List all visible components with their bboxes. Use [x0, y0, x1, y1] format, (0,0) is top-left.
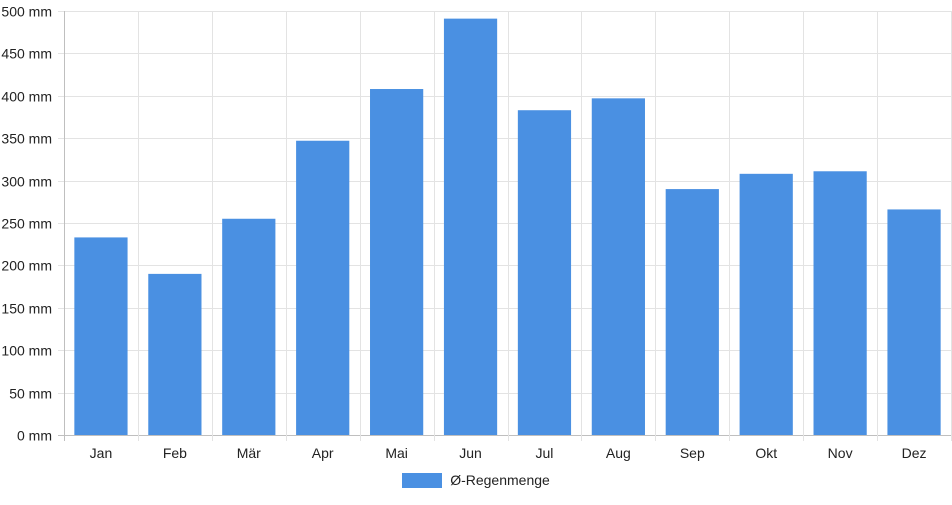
x-tick-label: Jan: [90, 445, 113, 461]
y-tick-label: 0 mm: [17, 428, 52, 444]
y-tick-label: 450 mm: [1, 46, 52, 62]
bar-jan: [74, 237, 128, 435]
y-tick-label: 400 mm: [1, 89, 52, 105]
x-tick-label: Jul: [536, 445, 554, 461]
bar-okt: [739, 173, 793, 436]
x-tick-label: Apr: [312, 445, 334, 461]
y-tick-label: 200 mm: [1, 258, 52, 274]
y-tick-label: 250 mm: [1, 216, 52, 232]
x-tick-label: Nov: [828, 445, 853, 461]
y-tick-label: 100 mm: [1, 343, 52, 359]
legend-label: Ø-Regenmenge: [450, 472, 550, 488]
bar-aug: [591, 98, 645, 436]
bar-dez: [887, 209, 941, 435]
x-tick-label: Okt: [755, 445, 777, 461]
bar-feb: [148, 273, 202, 435]
chart-legend: Ø-Regenmenge: [0, 472, 952, 488]
bar-nov: [813, 171, 867, 435]
x-tick-label: Feb: [163, 445, 187, 461]
bar-apr: [296, 140, 350, 435]
x-tick-label: Mär: [237, 445, 261, 461]
bar-mai: [370, 89, 424, 436]
bar-jun: [443, 18, 498, 436]
y-tick-label: 150 mm: [1, 301, 52, 317]
x-tick-label: Dez: [902, 445, 927, 461]
bar-sep: [665, 189, 719, 435]
x-tick-label: Jun: [459, 445, 482, 461]
y-tick-label: 350 mm: [1, 131, 52, 147]
legend-swatch: [402, 472, 443, 488]
x-tick-label: Aug: [606, 445, 631, 461]
x-tick-label: Mai: [385, 445, 408, 461]
y-tick-label: 300 mm: [1, 174, 52, 190]
bar-mär: [222, 218, 276, 435]
y-tick-label: 50 mm: [9, 386, 52, 402]
bar-jul: [517, 110, 572, 435]
x-tick-label: Sep: [680, 445, 705, 461]
y-tick-label: 500 mm: [1, 4, 52, 20]
